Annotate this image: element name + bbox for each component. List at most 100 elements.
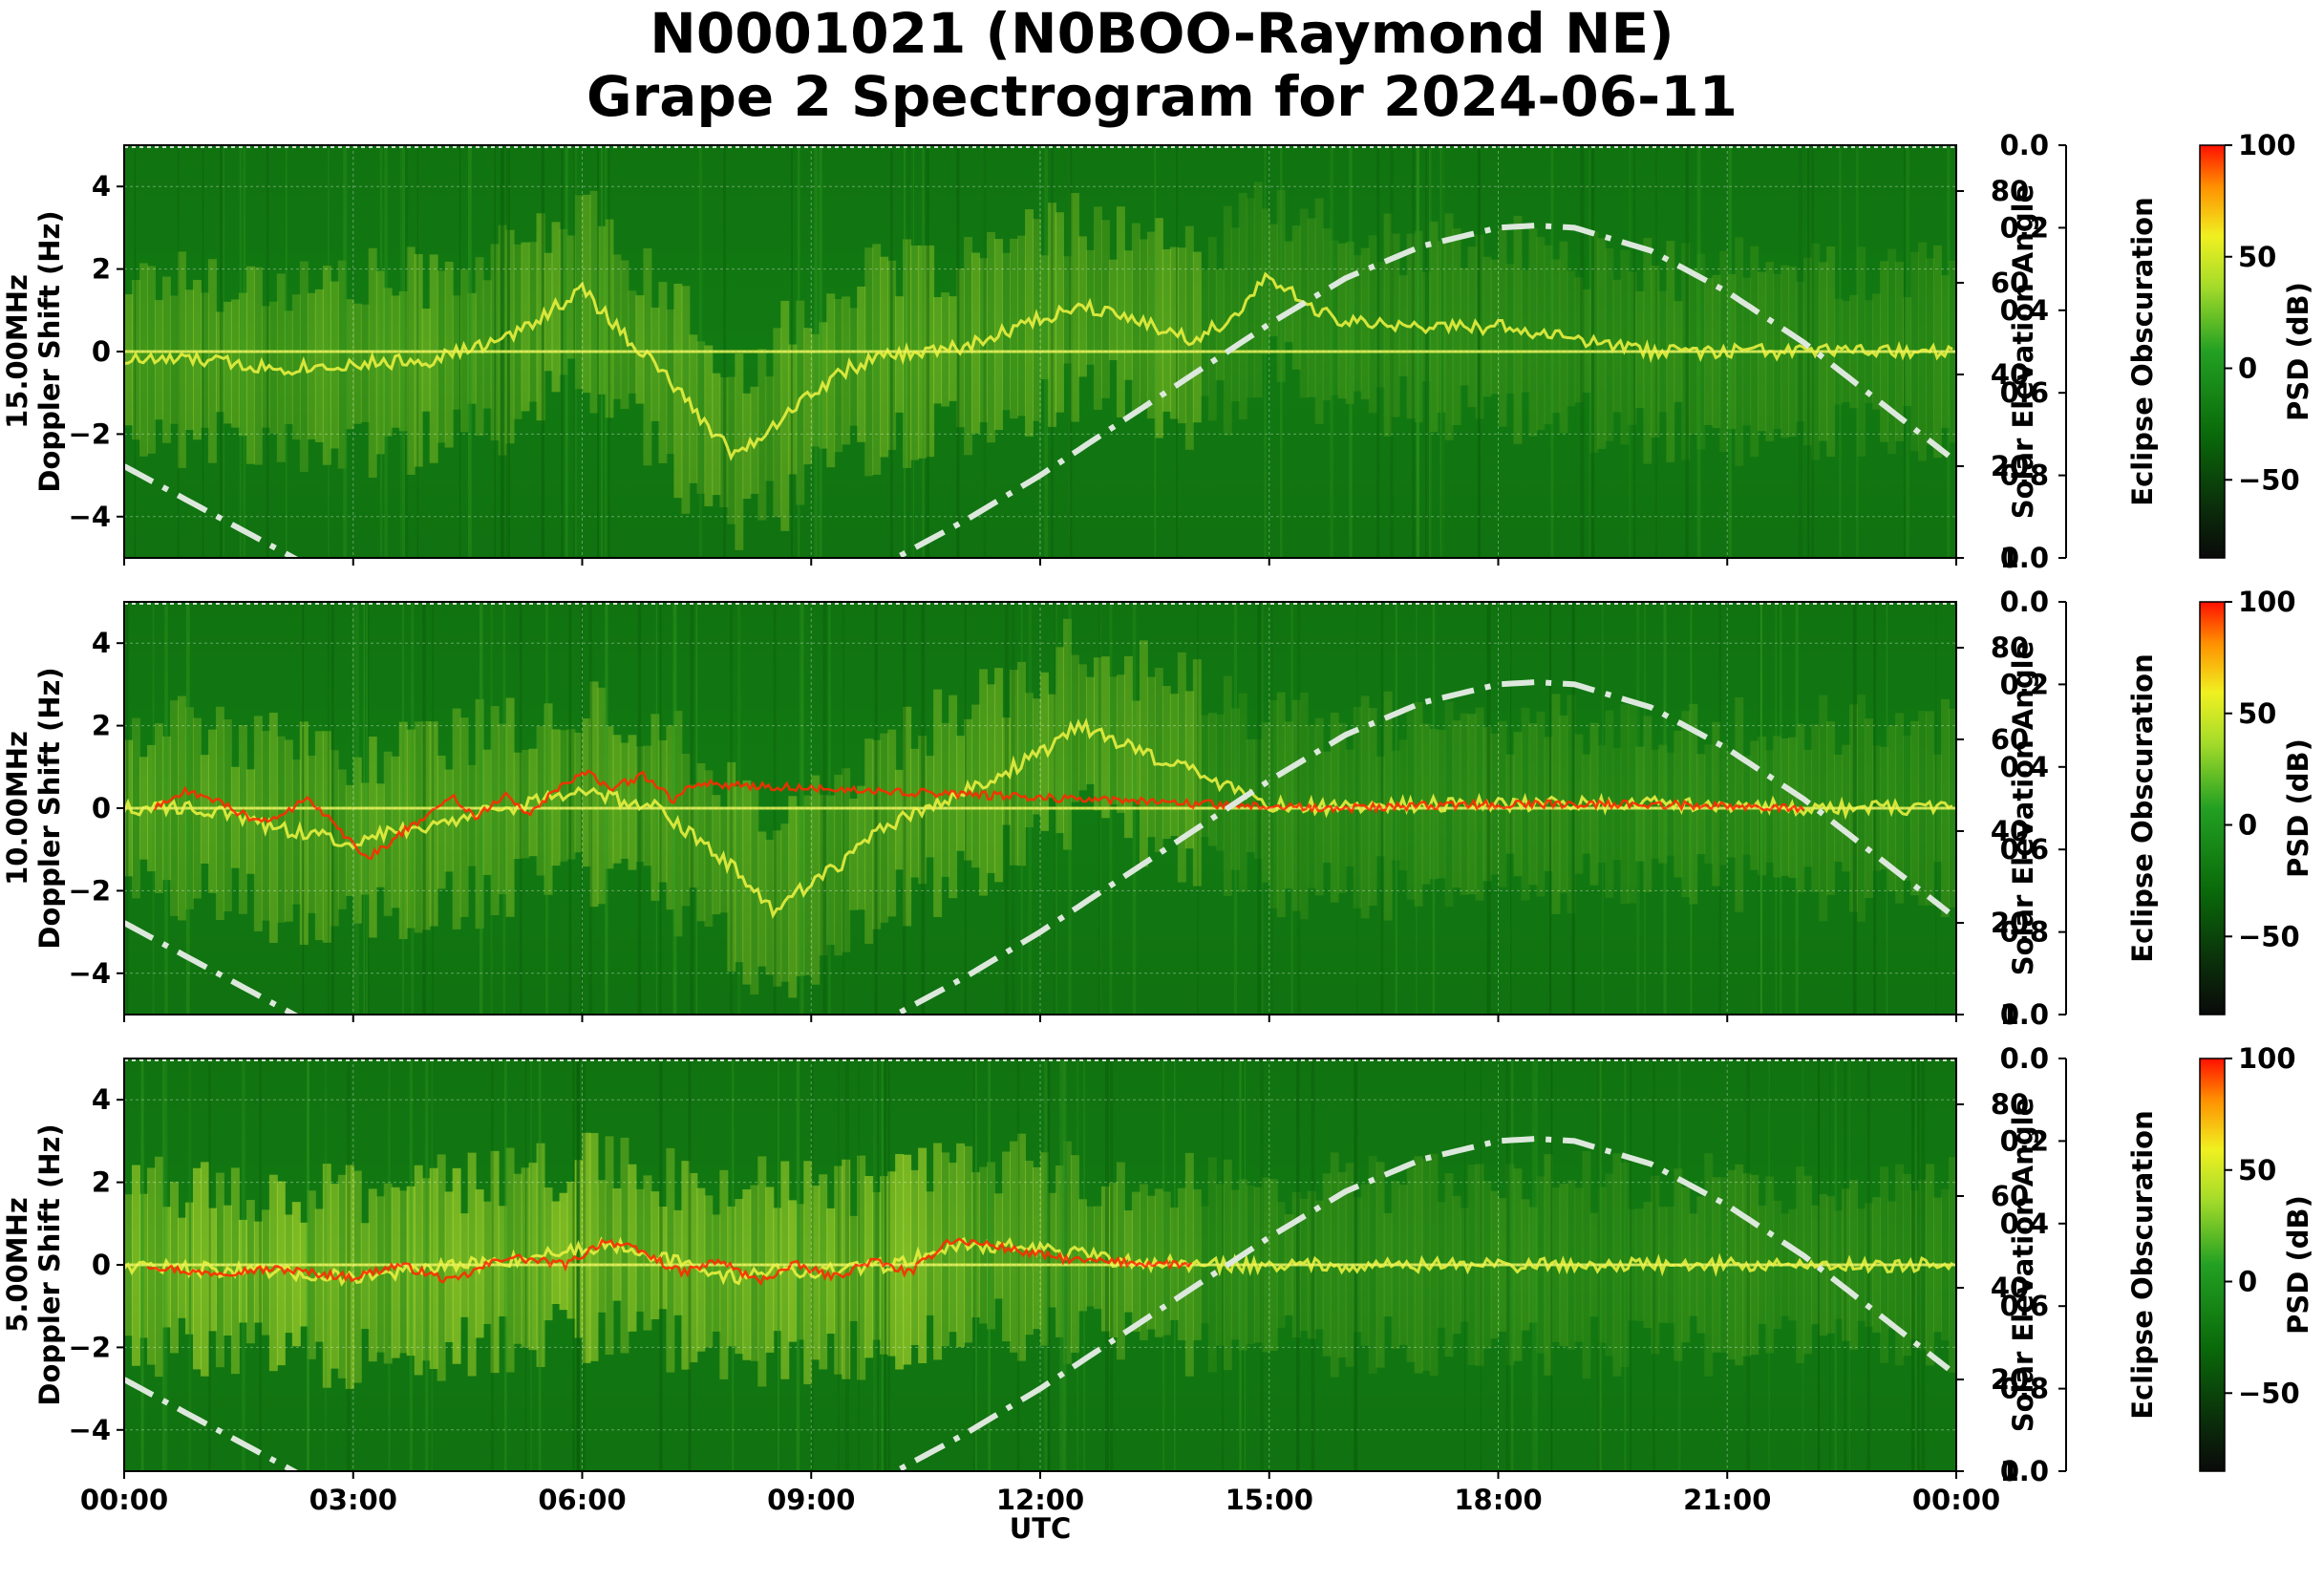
doppler-axis-label: Doppler Shift (Hz)	[33, 210, 66, 492]
solar-elevation-curve	[124, 1135, 1951, 1471]
y-tick-label: −2	[69, 1331, 111, 1363]
colorbar-tick-label: 50	[2238, 241, 2276, 273]
gridlines	[124, 145, 1956, 558]
doppler-axis-label: Doppler Shift (Hz)	[33, 667, 66, 949]
eclipse-tick-label: 0.4	[2000, 751, 2049, 783]
x-tick-label: 15:00	[1226, 1484, 1313, 1516]
high-psd-trace	[153, 768, 1805, 860]
solar-elevation-curve	[124, 678, 1951, 1015]
x-tick-label: 18:00	[1454, 1484, 1542, 1516]
panel-10mhz: 420−2−410.00MHz Doppler Shift (Hz)8060402…	[1, 586, 2314, 1031]
colorbar-tick-label: −50	[2238, 1377, 2300, 1409]
doppler-axis-label: Doppler Shift (Hz)	[33, 1123, 66, 1405]
colorbar-tick-label: 50	[2238, 1154, 2276, 1186]
y-tick-label: −4	[69, 501, 111, 533]
eclipse-tick-label: 0.4	[2000, 294, 2049, 327]
eclipse-tick-label: 0.6	[2000, 833, 2049, 866]
panel-5mhz: 420−2−45.00MHz Doppler Shift (Hz)80604020…	[1, 1042, 2314, 1545]
y-tick-label: −2	[69, 874, 111, 907]
solar-tick-label: 20	[1991, 450, 2029, 482]
colorbar	[2199, 1058, 2226, 1472]
eclipse-tick-label: 0.2	[2000, 211, 2049, 244]
y-tick-label: 2	[92, 710, 111, 742]
y-tick-label: −2	[69, 417, 111, 450]
colorbar-label: PSD (dB)	[2282, 282, 2314, 421]
eclipse-obscuration-label: Eclipse Obscuration	[2126, 653, 2159, 962]
colorbar-tick-label: 50	[2238, 697, 2276, 730]
x-tick-label: 03:00	[309, 1484, 397, 1516]
solar-tick-label: 20	[1991, 1363, 2029, 1396]
eclipse-tick-label: 0.0	[2000, 586, 2049, 618]
colorbar	[2199, 601, 2226, 1015]
spectrogram-plot	[124, 602, 1956, 1015]
colorbar-label: PSD (dB)	[2282, 738, 2314, 878]
colorbar-label: PSD (dB)	[2282, 1195, 2314, 1335]
x-tick-label: 00:00	[80, 1484, 168, 1516]
doppler-trace	[124, 271, 1953, 461]
eclipse-tick-label: 1.0	[2000, 542, 2049, 574]
colorbar-tick-label: 100	[2238, 129, 2296, 161]
y-tick-label: 4	[92, 627, 111, 659]
solar-tick-label: 80	[1991, 631, 2029, 664]
solar-tick-label: 80	[1991, 1088, 2029, 1121]
y-tick-label: 0	[92, 792, 111, 824]
x-tick-label: 21:00	[1683, 1484, 1771, 1516]
solar-tick-label: 0	[2000, 1455, 2019, 1487]
y-tick-label: 2	[92, 253, 111, 286]
figure-title: N0001021 (N0BOO-Raymond NE) Grape 2 Spec…	[0, 2, 2324, 128]
solar-tick-label: 80	[1991, 175, 2029, 207]
high-psd-trace	[146, 1237, 1193, 1287]
y-tick-label: 0	[92, 1249, 111, 1281]
colorbar	[2199, 144, 2226, 559]
eclipse-tick-label: 0.8	[2000, 916, 2049, 949]
x-tick-label: 06:00	[538, 1484, 626, 1516]
solar-tick-label: 60	[1991, 723, 2029, 756]
y-tick-label: 2	[92, 1166, 111, 1199]
x-axis-label: UTC	[1010, 1512, 1072, 1545]
spectrogram-plot	[124, 145, 1956, 558]
frequency-label: 5.00MHz	[1, 1197, 33, 1333]
y-tick-label: −4	[69, 957, 111, 990]
eclipse-tick-label: 0.6	[2000, 1290, 2049, 1322]
y-tick-label: 4	[92, 1083, 111, 1116]
colorbar-tick-label: −50	[2238, 463, 2300, 496]
eclipse-tick-label: 0.8	[2000, 460, 2049, 492]
frequency-label: 10.00MHz	[1, 731, 33, 886]
doppler-trace	[124, 1236, 1954, 1287]
eclipse-tick-label: 1.0	[2000, 998, 2049, 1031]
eclipse-tick-label: 1.0	[2000, 1455, 2049, 1487]
panel-15mhz: 420−2−415.00MHz Doppler Shift (Hz)8060402…	[1, 129, 2314, 574]
x-tick-label: 12:00	[996, 1484, 1084, 1516]
eclipse-tick-label: 0.0	[2000, 1042, 2049, 1075]
solar-elevation-label: Solar Elevation Angle	[2007, 1098, 2039, 1433]
solar-elevation-label: Solar Elevation Angle	[2007, 184, 2039, 520]
gridlines	[124, 602, 1956, 1015]
title-line-2: Grape 2 Spectrogram for 2024-06-11	[586, 64, 1738, 129]
eclipse-obscuration-label: Eclipse Obscuration	[2126, 1110, 2159, 1419]
colorbar-tick-label: 100	[2238, 1042, 2296, 1075]
solar-tick-label: 40	[1991, 358, 2029, 391]
frequency-label: 15.00MHz	[1, 274, 33, 429]
solar-tick-label: 60	[1991, 267, 2029, 299]
solar-tick-label: 40	[1991, 815, 2029, 847]
gridlines	[124, 1058, 1956, 1471]
doppler-trace	[124, 717, 1953, 920]
solar-tick-label: 0	[2000, 542, 2019, 574]
x-tick-label: 09:00	[767, 1484, 855, 1516]
solar-elevation-label: Solar Elevation Angle	[2007, 641, 2039, 976]
solar-tick-label: 0	[2000, 998, 2019, 1031]
colorbar-tick-label: −50	[2238, 920, 2300, 952]
x-tick-label: 00:00	[1912, 1484, 2000, 1516]
eclipse-tick-label: 0.4	[2000, 1208, 2049, 1240]
eclipse-tick-label: 0.2	[2000, 1124, 2049, 1157]
y-tick-label: 0	[92, 335, 111, 368]
eclipse-tick-label: 0.8	[2000, 1373, 2049, 1405]
y-tick-label: −4	[69, 1414, 111, 1446]
colorbar-tick-label: 0	[2238, 353, 2257, 385]
solar-tick-label: 60	[1991, 1180, 2029, 1212]
colorbar-tick-label: 0	[2238, 1266, 2257, 1298]
solar-tick-label: 40	[1991, 1272, 2029, 1304]
eclipse-obscuration-label: Eclipse Obscuration	[2126, 197, 2159, 505]
y-tick-label: 4	[92, 170, 111, 203]
eclipse-tick-label: 0.6	[2000, 376, 2049, 409]
